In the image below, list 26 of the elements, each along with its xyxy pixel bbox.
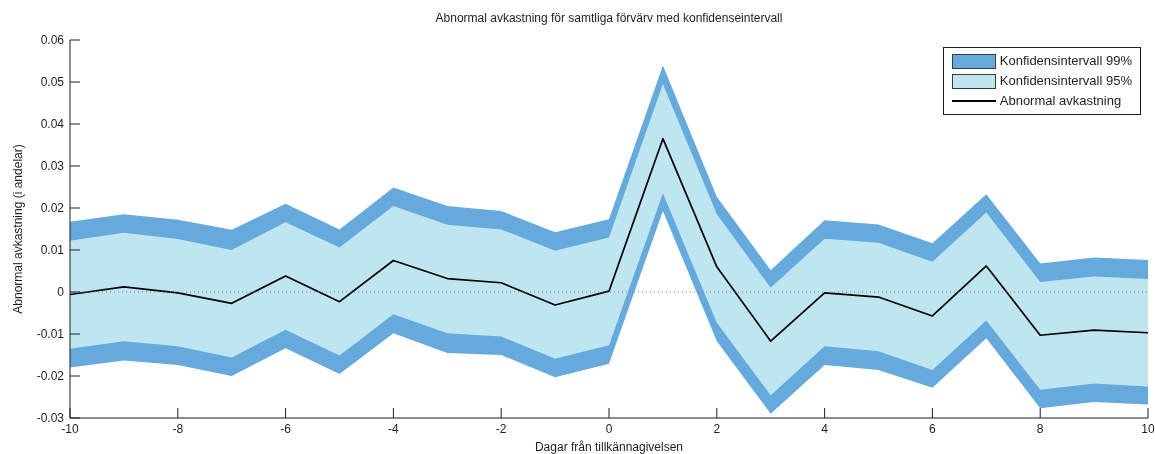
x-tick-label: -4 [388,421,400,436]
x-tick-label: -6 [280,421,292,436]
legend-label: Konfidensintervall 99% [999,52,1132,70]
x-tick-label: 10 [1141,421,1155,436]
y-tick-label: 0.02 [40,201,65,216]
y-tick-label: 0.03 [40,159,65,174]
x-tick-label: 6 [929,421,937,436]
y-tick-label: -0.02 [36,369,65,384]
legend-label: Abnormal avkastning [999,92,1122,110]
legend-label: Konfidensintervall 95% [999,72,1132,90]
y-tick-label: 0.01 [40,243,65,258]
y-tick-label: 0 [57,285,65,300]
y-tick-label: 0.04 [40,117,65,132]
y-tick-label: 0.05 [40,75,65,90]
chart-title: Abnormal avkastning för samtliga förvärv med konfidenseintervall [434,11,784,25]
x-axis-title: Dagar från tillkännagivelsen [534,440,684,454]
x-tick-label: 0 [605,421,613,436]
y-tick-label: -0.01 [36,327,65,342]
y-tick-label: 0.06 [40,33,65,48]
x-tick-label: -8 [172,421,184,436]
y-axis-title: Abnormal avkastning (i andelar) [11,144,26,314]
x-tick-label: 8 [1036,421,1044,436]
x-tick-label: 2 [713,421,721,436]
x-tick-label: -2 [495,421,507,436]
x-tick-label: 4 [821,421,829,436]
line-series [70,137,1148,342]
